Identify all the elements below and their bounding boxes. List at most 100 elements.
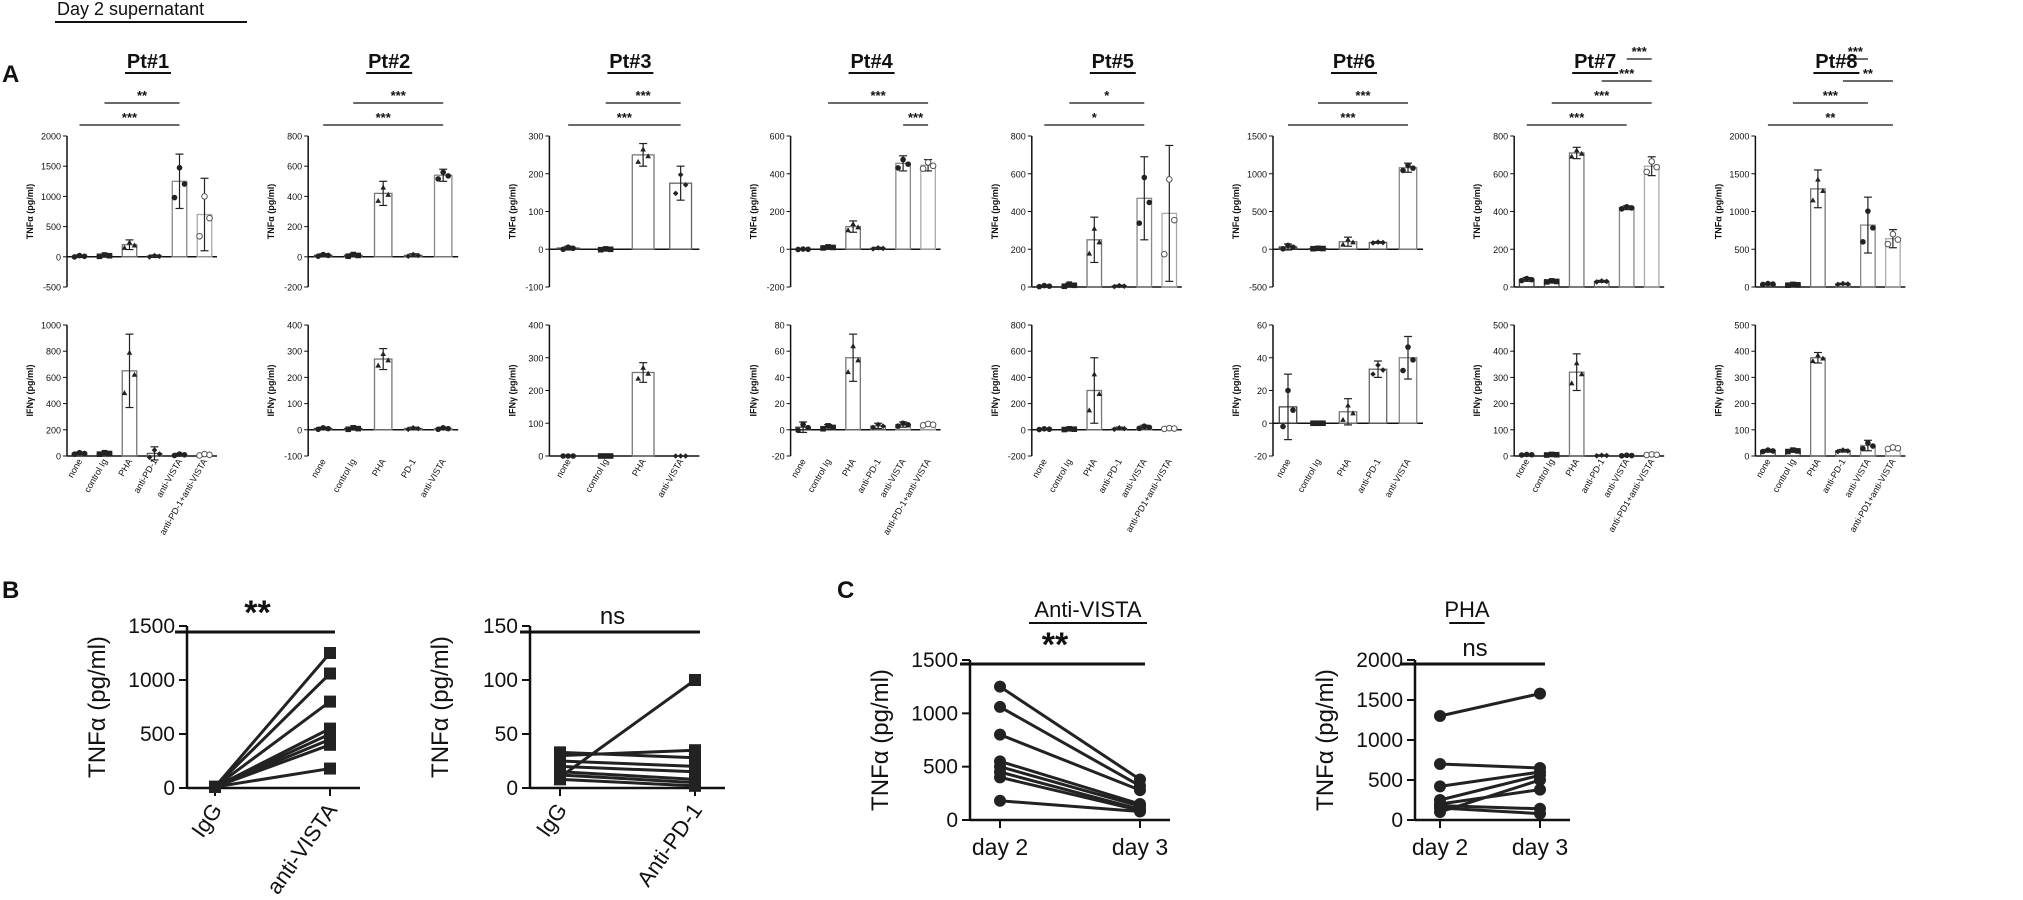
- y-tick-label: 0: [1021, 283, 1026, 293]
- y-tick-label: 600: [287, 162, 302, 172]
- sig-label: ***: [636, 88, 652, 103]
- data-point: [1340, 241, 1346, 247]
- data-point: [994, 771, 1006, 784]
- pair-line: [999, 685, 1141, 781]
- x-tick-label: anti-VISTA: [262, 798, 343, 898]
- data-point: [1280, 245, 1286, 252]
- y-tick-label: 600: [1011, 169, 1026, 179]
- data-point: [645, 370, 651, 376]
- y-axis-label: TNFα (pg/ml): [266, 184, 276, 240]
- chart-pt3-ifn: 0 100 200 300 400 IFNγ (pg/ml) none control Ig P…: [507, 321, 700, 499]
- chart-pt1-ifn: 0 200 400 600 800 1000 IFNγ (pg/ml) nonecontrol…: [25, 321, 217, 537]
- y-tick-label: 0: [56, 252, 61, 262]
- data-point: [1648, 158, 1655, 165]
- pair-line: [214, 767, 331, 789]
- data-point: [1315, 420, 1321, 427]
- data-point: [324, 647, 336, 659]
- chart-pt3-tnf: Pt#3 -100 0 100 200 300 TNFα (pg/ml) ******: [507, 51, 700, 293]
- data-point: [640, 146, 646, 152]
- x-tick-label: day 2: [1412, 834, 1468, 860]
- y-axis-label: TNFα (pg/ml): [1713, 184, 1723, 240]
- data-point: [206, 451, 213, 459]
- data-point: [1598, 278, 1605, 284]
- y-tick-label: -500: [43, 283, 61, 293]
- data-point: [870, 246, 876, 252]
- data-point: [1765, 280, 1771, 287]
- chart-pt8-ifn: 0 100 200 300 400 500 IFNγ (pg/ml) nonecontrol …: [1713, 321, 1906, 534]
- data-point: [994, 680, 1006, 693]
- data-point: [1136, 425, 1143, 432]
- data-point: [1578, 150, 1585, 156]
- panel-label-b: B: [2, 577, 19, 604]
- data-point: [677, 171, 684, 178]
- y-axis-label: IFNγ (pg/ml): [25, 365, 35, 417]
- data-point: [1628, 205, 1635, 211]
- data-point: [597, 246, 604, 253]
- data-point: [1380, 367, 1386, 373]
- data-point: [1810, 197, 1816, 203]
- data-point: [1146, 424, 1153, 431]
- x-tick-label: PHA: [1564, 457, 1582, 478]
- data-point: [1121, 425, 1128, 432]
- y-tick-label: 100: [287, 399, 302, 409]
- data-point: [994, 700, 1006, 713]
- y-tick-label: 1000: [41, 321, 61, 331]
- x-tick-label: control Ig: [1047, 457, 1074, 494]
- data-point: [682, 182, 689, 188]
- y-tick-label: 300: [1734, 373, 1749, 383]
- x-tick-label: none: [1754, 457, 1773, 479]
- pair-line: [999, 705, 1141, 788]
- data-point: [1534, 687, 1546, 700]
- data-point: [1543, 279, 1550, 285]
- pair-line: [1439, 778, 1541, 814]
- data-point: [76, 252, 83, 259]
- chart-pt6-tnf: Pt#6 -500 0 500 1000 1500 TNFα (pg/ml) *** ***: [1231, 51, 1423, 293]
- y-axis-label: TNFα (pg/ml): [25, 184, 35, 240]
- data-point: [345, 253, 351, 259]
- data-point: [795, 246, 801, 253]
- data-point: [324, 738, 336, 751]
- data-point: [845, 369, 851, 375]
- data-point: [1400, 167, 1406, 174]
- pair-line: [213, 672, 332, 788]
- data-point: [1785, 282, 1791, 288]
- y-tick-label: 0: [780, 425, 785, 435]
- y-tick-label: 500: [1252, 207, 1267, 217]
- y-tick-label: 800: [46, 347, 61, 357]
- data-point: [607, 453, 614, 459]
- y-tick-label: -20: [1254, 452, 1267, 462]
- data-point: [81, 253, 88, 260]
- data-point: [151, 252, 158, 259]
- y-tick-label: 0: [297, 425, 302, 435]
- pair-line: [999, 799, 1141, 813]
- y-tick-label: 800: [1011, 321, 1026, 331]
- y-tick-label: 400: [287, 192, 302, 202]
- data-point: [1840, 280, 1846, 287]
- data-point: [350, 425, 356, 431]
- x-tick-label: PHA: [116, 457, 134, 478]
- data-point: [994, 728, 1006, 741]
- y-tick-label: 2000: [1729, 132, 1749, 142]
- patient-title: Pt#6: [1333, 51, 1375, 73]
- y-tick-label: 400: [46, 399, 61, 409]
- y-tick-label: 800: [1011, 132, 1026, 142]
- x-tick-label: PHA: [630, 457, 648, 478]
- chart-c1: 0 500 1000 1500 TNFα (pg/ml) day 2 day 3 ** Anti…: [867, 597, 1170, 860]
- x-tick-label: none: [554, 457, 573, 479]
- data-point: [324, 667, 336, 680]
- y-tick-label: 100: [528, 207, 543, 217]
- y-tick-label: 1500: [1356, 689, 1403, 712]
- y-tick-label: 40: [1257, 353, 1267, 363]
- data-point: [830, 424, 836, 431]
- data-point: [1340, 416, 1346, 422]
- data-point: [1573, 360, 1580, 366]
- sig-label: **: [244, 594, 271, 632]
- pair-line: [559, 777, 696, 788]
- data-point: [929, 162, 937, 170]
- data-point: [1036, 426, 1043, 433]
- y-tick-label: 500: [46, 222, 61, 232]
- data-point: [1345, 402, 1351, 408]
- data-point: [1860, 239, 1866, 245]
- panel-label-c: C: [837, 577, 854, 604]
